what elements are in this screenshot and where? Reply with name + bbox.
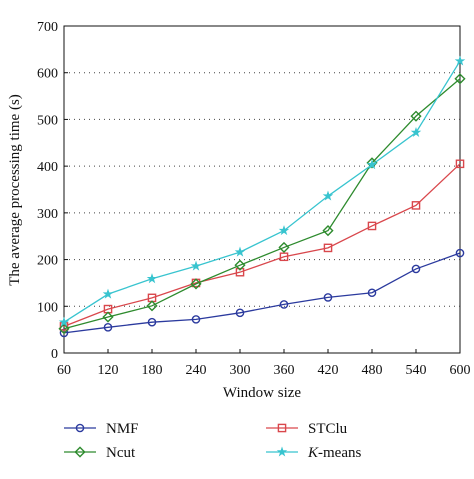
data-point-diamond <box>234 259 246 271</box>
data-point-square <box>411 201 421 210</box>
data-point-diamond <box>366 157 378 169</box>
series-stclu <box>59 159 465 331</box>
x-tick-label: 240 <box>186 363 207 378</box>
y-tick-label: 400 <box>37 160 58 175</box>
data-point-star <box>234 246 246 257</box>
series-line <box>63 78 461 330</box>
series-line <box>63 252 461 334</box>
legend-label: NMF <box>106 421 139 437</box>
legend-label-text: NMF <box>106 421 139 437</box>
legend-marker-square <box>277 423 287 433</box>
legend-entry: K-means <box>266 445 361 461</box>
x-axis-title: Window size <box>223 385 301 401</box>
data-point-square <box>323 243 333 253</box>
series-nmf <box>59 248 465 338</box>
legend-label-text: Ncut <box>106 445 136 461</box>
legend-entry: NMF <box>64 421 139 437</box>
data-point-star <box>278 225 290 236</box>
x-tick-label: 480 <box>362 363 383 378</box>
legend-label: K-means <box>307 445 361 461</box>
data-point-square <box>455 159 465 169</box>
x-tick-label: 300 <box>230 363 251 378</box>
x-tick-label: 60 <box>57 363 71 378</box>
y-axis-title: The average processing time (s) <box>7 94 23 286</box>
data-point-circle <box>279 300 289 309</box>
data-point-circle <box>367 288 377 298</box>
data-point-circle <box>147 317 157 327</box>
data-point-circle <box>411 264 421 274</box>
data-point-star <box>102 288 114 299</box>
y-tick-label: 0 <box>51 347 58 362</box>
data-point-circle <box>323 293 333 302</box>
data-point-diamond <box>410 110 422 122</box>
data-point-diamond <box>58 323 70 335</box>
series-line <box>63 60 461 323</box>
legend-label-text: -means <box>318 445 361 461</box>
legend-label: STClu <box>308 421 348 437</box>
data-point-diamond <box>102 311 114 323</box>
y-tick-label: 300 <box>37 207 58 222</box>
y-tick-label: 700 <box>37 20 58 35</box>
legend-entry: Ncut <box>64 445 136 461</box>
legend-label: Ncut <box>106 445 136 461</box>
data-point-diamond <box>322 225 334 237</box>
legend: NMF STClu Ncut K-means <box>64 421 361 461</box>
legend-label-text: STClu <box>308 421 348 437</box>
y-tick-label: 100 <box>37 300 58 315</box>
series-line <box>63 163 461 327</box>
data-point-square <box>279 252 289 262</box>
data-point-square <box>235 267 245 277</box>
series-k-means <box>58 55 466 327</box>
data-point-diamond <box>190 278 202 290</box>
legend-entry: STClu <box>266 421 348 437</box>
x-tick-label: 540 <box>406 363 427 378</box>
data-point-circle <box>191 315 201 324</box>
legend-marker-diamond <box>74 446 86 458</box>
y-tick-label: 500 <box>37 113 58 128</box>
data-point-diamond <box>278 241 290 254</box>
data-point-star <box>146 273 158 284</box>
data-point-star <box>322 190 334 201</box>
data-point-square <box>367 221 377 231</box>
y-tick-label: 600 <box>37 67 58 82</box>
data-point-circle <box>455 248 465 258</box>
x-tick-label: 120 <box>98 363 119 378</box>
x-tick-label: 600 <box>450 363 471 378</box>
legend-marker-circle <box>75 423 85 433</box>
x-tick-label: 180 <box>142 363 163 378</box>
legend-label-italic: K <box>307 445 319 461</box>
data-point-star <box>366 159 378 170</box>
data-point-circle <box>235 308 245 318</box>
plot-area <box>63 25 461 354</box>
series-ncut <box>58 73 466 335</box>
data-point-diamond <box>146 300 158 312</box>
data-point-star <box>410 126 422 137</box>
x-tick-label: 360 <box>274 363 295 378</box>
x-tick-label: 420 <box>318 363 339 378</box>
data-point-star <box>454 55 466 66</box>
data-point-diamond <box>454 73 466 85</box>
data-point-star <box>58 316 70 327</box>
y-tick-label: 200 <box>37 254 58 269</box>
data-point-star <box>190 260 202 271</box>
data-point-circle <box>103 323 113 332</box>
legend-marker-star <box>276 446 288 457</box>
